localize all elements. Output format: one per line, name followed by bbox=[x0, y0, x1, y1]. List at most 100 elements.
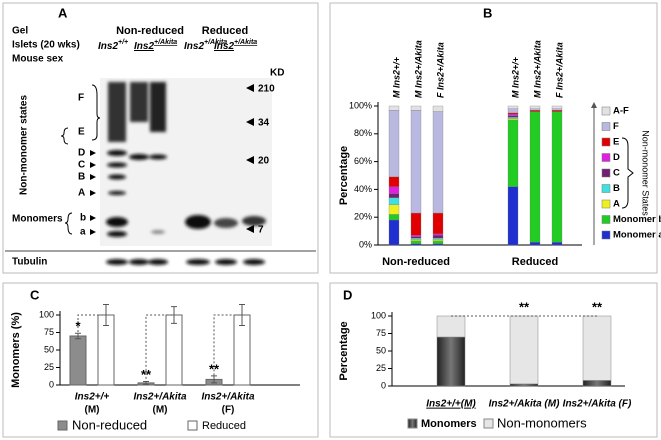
bar-segment bbox=[551, 108, 563, 111]
side-label: Monomers bbox=[12, 214, 63, 225]
gel-band bbox=[151, 230, 165, 234]
annotation: ** bbox=[209, 361, 220, 376]
bar-segment bbox=[432, 237, 444, 240]
bar-segment bbox=[507, 186, 519, 246]
legend-label: Monomer a bbox=[613, 230, 661, 241]
state-label: D bbox=[78, 148, 85, 159]
legend-label: B bbox=[613, 183, 620, 194]
group-label: Non-reduced bbox=[116, 25, 184, 37]
legend-brace bbox=[621, 137, 634, 209]
bar bbox=[165, 314, 183, 386]
panel-label: D bbox=[343, 287, 352, 302]
genotype: Ins2+/Akita bbox=[134, 39, 177, 52]
state-label: A bbox=[78, 188, 85, 199]
legend-label: Non-monomers bbox=[497, 415, 587, 430]
gel-band bbox=[242, 216, 266, 226]
group-label: Reduced bbox=[202, 25, 248, 37]
gel-band bbox=[129, 154, 149, 160]
genotype: Ins2+/+ bbox=[98, 39, 128, 52]
bar-segment bbox=[388, 105, 400, 111]
bar-segment bbox=[507, 105, 519, 109]
legend-swatch bbox=[601, 199, 611, 209]
gel-band bbox=[106, 217, 128, 227]
bar-segment bbox=[410, 243, 422, 246]
bar-segment bbox=[529, 110, 541, 112]
legend-swatch bbox=[601, 122, 611, 131]
x-tick-label: Ins2+/Akita bbox=[201, 392, 255, 403]
bar-segment bbox=[582, 315, 612, 381]
bar-segment bbox=[432, 240, 444, 244]
bar-segment bbox=[410, 105, 422, 111]
kd-label: KD bbox=[270, 68, 284, 79]
bar-segment bbox=[388, 176, 400, 187]
x-tick-label: Ins2+/+ bbox=[75, 392, 110, 403]
y-tick-label: 60% bbox=[354, 156, 372, 166]
bar-segment bbox=[410, 212, 422, 236]
y-tick-label: 20% bbox=[354, 212, 372, 222]
brace bbox=[64, 212, 73, 235]
x-tick-label: M Ins2+/Akita bbox=[532, 40, 542, 98]
bar-segment bbox=[432, 212, 444, 235]
legend-swatch bbox=[601, 184, 611, 193]
legend-swatch bbox=[601, 230, 611, 240]
legend-swatch bbox=[601, 153, 611, 162]
y-tick-label: 100% bbox=[349, 100, 372, 110]
brace bbox=[91, 84, 101, 141]
legend-label: D bbox=[613, 152, 620, 163]
bar-segment bbox=[529, 111, 541, 243]
marker-label: 210 bbox=[258, 84, 275, 95]
bar-segment bbox=[551, 111, 563, 243]
bar-segment bbox=[529, 242, 541, 246]
row-label: Mouse sex bbox=[12, 54, 64, 65]
gel-band bbox=[148, 259, 168, 265]
panel-a: A Gel Islets (20 wks) Mouse sex Non-redu… bbox=[5, 5, 316, 268]
bar-segment bbox=[509, 315, 539, 385]
state-label: a bbox=[80, 227, 86, 238]
legend-label: A-F bbox=[613, 106, 629, 117]
row-label: Islets (20 wks) bbox=[12, 40, 80, 51]
y-tick-label: 50 bbox=[376, 345, 386, 355]
y-tick-label: 50 bbox=[44, 344, 54, 354]
bar-segment bbox=[509, 383, 539, 387]
gel-band bbox=[108, 191, 126, 195]
marker-arrow bbox=[246, 118, 254, 126]
x-tick-label: (M) bbox=[85, 405, 100, 416]
bar-segment bbox=[410, 240, 422, 244]
legend-swatch bbox=[407, 418, 418, 429]
marker-arrow bbox=[246, 156, 254, 164]
y-tick-label: 75 bbox=[376, 328, 386, 338]
state-label: E bbox=[78, 127, 85, 138]
y-tick-label: 0 bbox=[381, 380, 386, 390]
bar-segment bbox=[432, 235, 444, 239]
y-axis-label: Monomers (%) bbox=[10, 312, 22, 388]
y-tick-label: 40% bbox=[354, 184, 372, 194]
gel-band bbox=[107, 150, 127, 156]
gel-band bbox=[107, 162, 127, 168]
bar-segment bbox=[529, 105, 541, 109]
bar-segment bbox=[388, 204, 400, 215]
bar-segment bbox=[507, 108, 519, 114]
panel-label: B bbox=[483, 5, 492, 20]
legend-swatch bbox=[187, 420, 198, 431]
marker-label: 7 bbox=[258, 225, 264, 236]
gel-band bbox=[214, 218, 238, 228]
y-tick-label: 25 bbox=[44, 362, 54, 372]
y-tick-label: 75 bbox=[44, 327, 54, 337]
bar-segment bbox=[432, 105, 444, 112]
state-arrow bbox=[90, 190, 96, 196]
marker-label: 34 bbox=[258, 118, 270, 129]
bar-segment bbox=[432, 233, 444, 236]
state-label: C bbox=[78, 160, 85, 171]
marker-arrows bbox=[246, 84, 254, 233]
bar-segment bbox=[507, 116, 519, 119]
x-tick-label: Ins2+/Akita (M) bbox=[489, 399, 561, 410]
gel-band bbox=[186, 259, 210, 265]
bar-segment bbox=[410, 237, 422, 240]
panel-label: A bbox=[58, 5, 68, 20]
x-tick-label: (M) bbox=[153, 405, 168, 416]
bar-segment bbox=[432, 243, 444, 246]
gel-smear bbox=[108, 82, 126, 142]
gel-bands bbox=[106, 82, 266, 265]
panel-label: C bbox=[30, 287, 40, 302]
